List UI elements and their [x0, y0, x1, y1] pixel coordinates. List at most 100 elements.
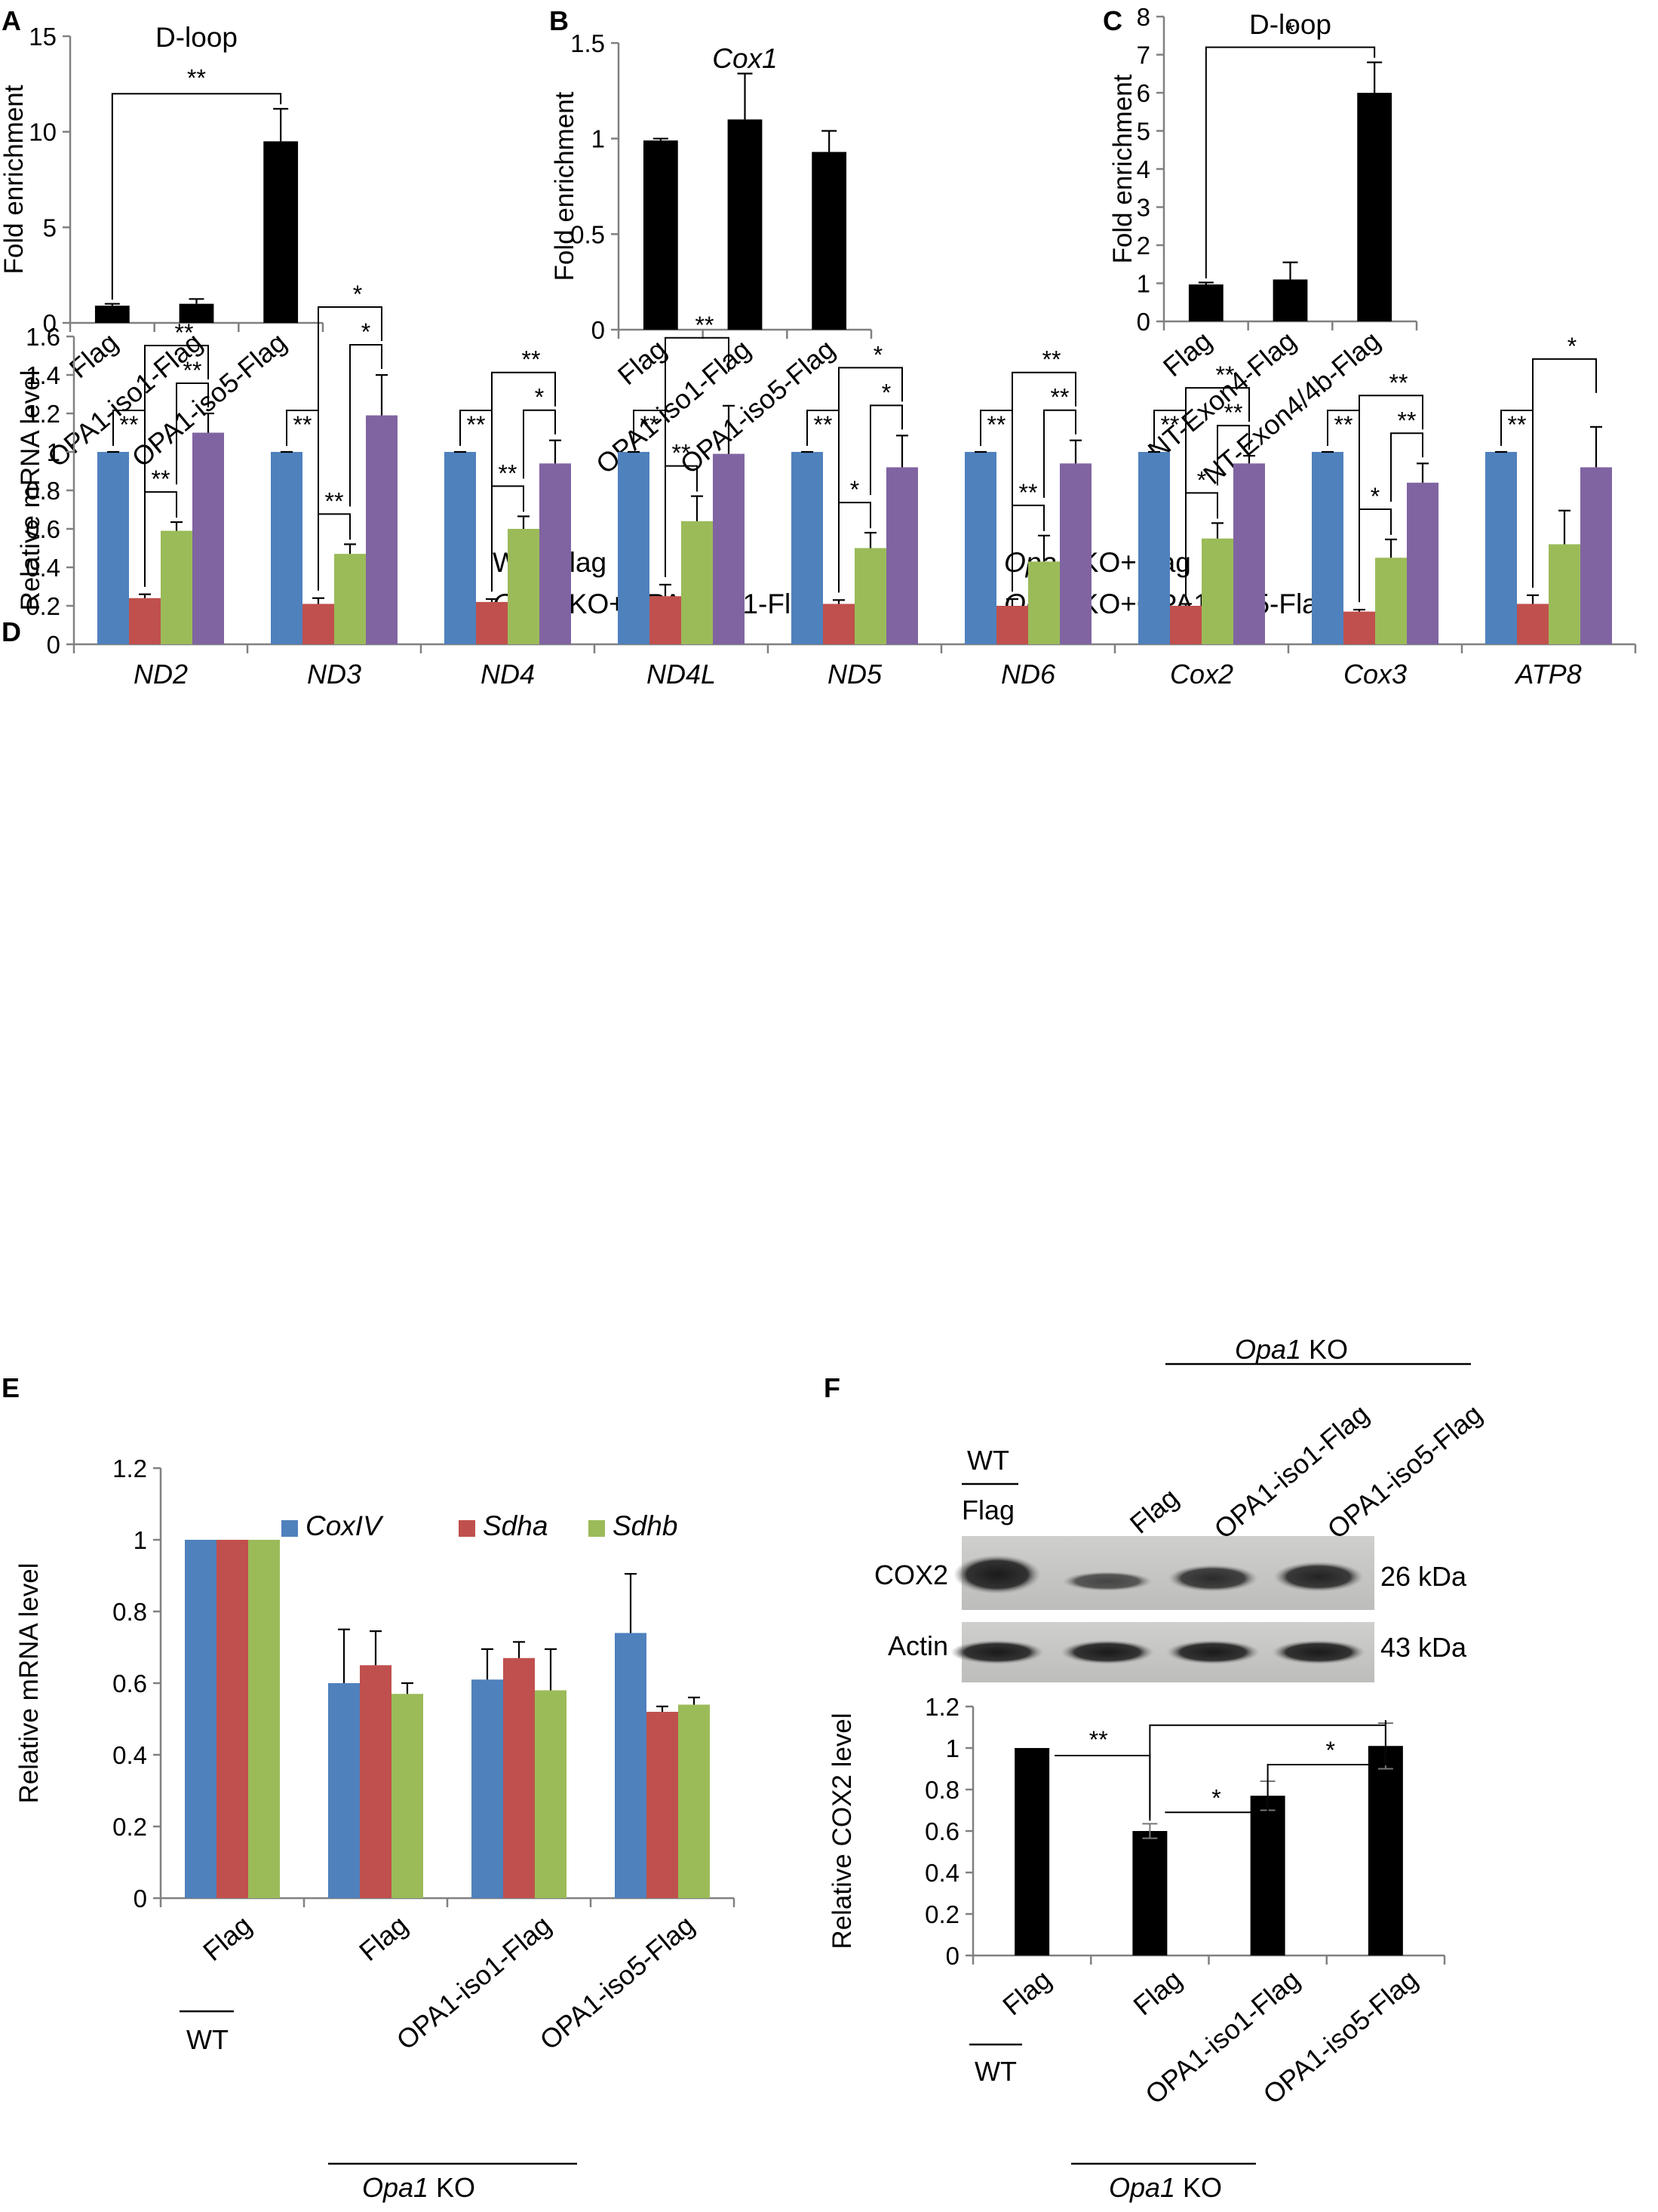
- chart-d-significance-bracket: [1359, 508, 1392, 603]
- chart-d-x-label: ATP8: [1514, 659, 1581, 690]
- chart-e-y-tick-label: 0: [134, 1885, 147, 1912]
- chart-d-bar: [1202, 538, 1233, 644]
- chart-d-bar: [1028, 561, 1060, 644]
- chart-d-significance-label: **: [183, 357, 202, 384]
- chart-d-significance-label: **: [120, 411, 139, 438]
- chart-d-x-label: ND6: [1001, 659, 1056, 690]
- chart-d-significance-bracket: [176, 382, 209, 485]
- chart-e-legend-swatch: [588, 1520, 605, 1537]
- chart-d-significance-label: **: [1161, 411, 1180, 438]
- chart-e-y-tick-label: 0.2: [112, 1813, 147, 1841]
- blot-row-cox2-name: COX2: [874, 1559, 948, 1590]
- chart-e-legend-label: CoxIV: [306, 1510, 384, 1541]
- blot-lane-flag: Flag: [1124, 1482, 1184, 1539]
- chart-d-significance-bracket: [838, 367, 903, 410]
- chart-e-bar: [248, 1540, 280, 1898]
- chart-f-x-label: Flag: [996, 1964, 1057, 2021]
- chart-e-y-tick-label: 1: [134, 1526, 147, 1554]
- e-ko-label: Opa1 KO: [362, 2172, 475, 2203]
- chart-d-bar: [855, 548, 886, 644]
- chart-d-significance-bracket: [1500, 410, 1534, 588]
- e-ko-label-italic: Opa1: [362, 2172, 428, 2203]
- chart-d-significance-bracket: [144, 345, 209, 410]
- e-wt-label: WT: [186, 2024, 229, 2055]
- f-ko-label-italic: Opa1: [1109, 2172, 1175, 2203]
- chart-d-bar: [476, 601, 508, 644]
- chart-e-bar: [615, 1633, 646, 1898]
- chart-d-significance-bracket: [318, 513, 351, 591]
- chart-d-bar: [1549, 544, 1580, 644]
- blot-ko-header-text: KO: [1301, 1334, 1348, 1365]
- band-cox2-ko-flag: [1062, 1571, 1153, 1591]
- chart-d-bar: [1343, 611, 1375, 644]
- chart-d-significance-label: *: [1567, 333, 1577, 360]
- chart-b-bar: [812, 152, 847, 330]
- chart-d-significance-label: **: [499, 459, 517, 487]
- chart-d-significance-bracket: [491, 371, 556, 410]
- chart-d-significance-bracket: [1217, 425, 1250, 486]
- chart-f-significance-label: *: [1326, 1737, 1335, 1764]
- western-blot: Opa1 KO WT Flag Flag OPA1-iso1-Flag OPA1…: [874, 1334, 1488, 1682]
- chart-d-significance-bracket: [1390, 432, 1423, 502]
- chart-b-y-tick-label: 1: [591, 125, 605, 153]
- chart-d-significance-bracket: [1185, 387, 1250, 422]
- chart-d-bar: [618, 452, 649, 644]
- chart-b-y-tick-label: 1.5: [570, 29, 605, 57]
- chart-e-bar: [503, 1657, 535, 1898]
- chart-d-y-tick-label: 1.6: [26, 323, 60, 351]
- panel-f-group-labels: WT Opa1 KO: [969, 2043, 1256, 2203]
- panel-letter-c: C: [1103, 5, 1122, 36]
- chart-c-y-tick-label: 2: [1137, 232, 1150, 260]
- chart-d-significance-label: **: [1389, 369, 1408, 396]
- chart-d-bar: [649, 596, 681, 644]
- chart-f-bar: [1015, 1748, 1050, 1955]
- chart-d-significance-label: **: [672, 440, 691, 467]
- chart-d-bar: [271, 452, 302, 644]
- chart-d-bar: [161, 530, 192, 644]
- chart-e-x-label: Flag: [353, 1909, 413, 1967]
- chart-d-bar: [1375, 558, 1407, 644]
- chart-d-x-label: ND4L: [646, 659, 716, 690]
- chart-f-significance-bracket: [1149, 1720, 1386, 1818]
- chart-e-legend-label: Sdha: [483, 1510, 548, 1541]
- chart-d-significance-bracket: [980, 410, 1013, 592]
- chart-d-significance-label: **: [175, 319, 194, 346]
- chart-d-bar: [334, 554, 366, 644]
- chart-d-significance-label: **: [1224, 399, 1243, 426]
- band-actin-wt: [950, 1640, 1044, 1664]
- chart-e-y-tick-label: 1.2: [112, 1455, 147, 1482]
- chart-d-x-label: ND2: [134, 659, 188, 690]
- chart-d-significance-label: *: [850, 476, 859, 503]
- chart-b-bar: [727, 119, 763, 330]
- chart-d-significance-label: *: [874, 341, 883, 368]
- chart-d-mtdna-transcripts: 0 0.2 0.4 0.6 0.8 1 1.2 1.4 1.6 Relative mRNA lev…: [16, 281, 1637, 690]
- chart-d-y-tick-label: 1.4: [26, 361, 60, 389]
- chart-d-significance-label: **: [987, 411, 1006, 438]
- chart-d-bar: [1580, 467, 1612, 644]
- chart-d-significance-bracket: [1012, 504, 1045, 592]
- chart-d-bar: [681, 521, 713, 644]
- chart-d-bar: [97, 452, 129, 644]
- blot-wt-flag-label: Flag: [962, 1495, 1015, 1525]
- chart-e-bar: [646, 1712, 678, 1898]
- chart-d-significance-bracket: [1327, 410, 1360, 603]
- chart-a-bar: [263, 141, 299, 323]
- chart-d-significance-label: **: [640, 411, 659, 438]
- chart-d-significance-bracket: [1359, 395, 1423, 430]
- chart-d-significance-label: *: [882, 379, 891, 406]
- band-cox2-iso1: [1168, 1565, 1258, 1592]
- chart-f-y-tick-label: 1: [946, 1734, 959, 1762]
- panel-letter-b: B: [549, 5, 569, 36]
- chart-a-significance-bracket: [111, 93, 282, 300]
- chart-a-y-tick-label: 0: [43, 309, 57, 337]
- chart-e-y-axis-label: Relative mRNA level: [14, 1563, 44, 1804]
- chart-d-x-label: ND5: [827, 659, 883, 690]
- chart-a-y-axis-label: Fold enrichment: [0, 84, 29, 274]
- chart-d-significance-bracket: [318, 306, 382, 410]
- chart-d-significance-bracket: [1043, 409, 1076, 498]
- chart-e-x-label: OPA1-iso5-Flag: [534, 1909, 700, 2056]
- chart-c-y-tick-label: 5: [1137, 118, 1150, 146]
- chart-d-significance-label: *: [353, 281, 362, 308]
- chart-c-bar: [1273, 279, 1308, 321]
- chart-d-y-tick-label: 1.2: [26, 400, 60, 428]
